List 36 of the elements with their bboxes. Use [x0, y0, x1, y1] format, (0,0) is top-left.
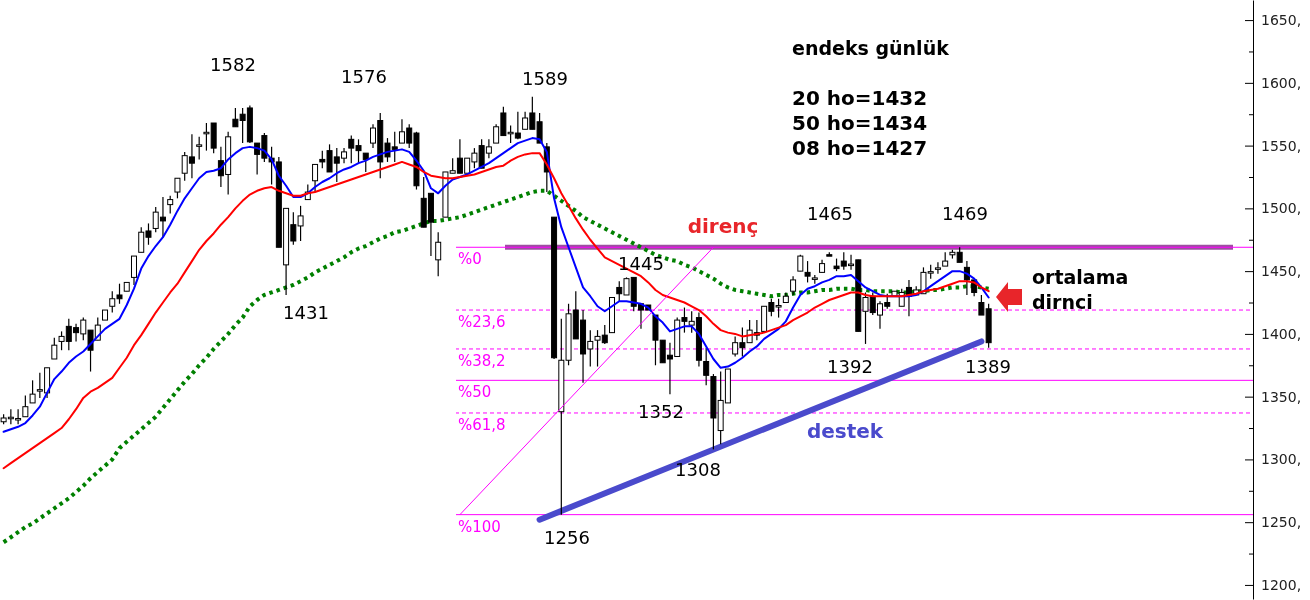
y-tick-label: 1500, — [1261, 200, 1302, 217]
y-tick-label: 1300, — [1261, 451, 1302, 468]
annotation: %0 — [458, 250, 482, 269]
annotation: %100 — [458, 517, 501, 536]
annotation: 1469 — [942, 203, 988, 224]
annotation: direnç — [687, 214, 759, 238]
annotation: 1465 — [807, 203, 853, 224]
annotation: 20 ho=1432 — [792, 86, 928, 110]
annotation: 1582 — [210, 54, 256, 75]
annotation: 1576 — [341, 66, 387, 87]
annotation: 1308 — [675, 459, 721, 480]
y-tick-label: 1450, — [1261, 263, 1302, 280]
y-tick-label: 1350, — [1261, 388, 1302, 405]
annotation: 1392 — [827, 356, 873, 377]
annotation: 1389 — [965, 356, 1011, 377]
annotation: %23,6 — [458, 313, 506, 332]
annotation: endeks günlük — [792, 37, 950, 59]
annotation: 50 ho=1434 — [792, 111, 928, 135]
y-tick-label: 1400, — [1261, 325, 1302, 342]
annotation: %38,2 — [458, 351, 506, 370]
annotation: 08 ho=1427 — [792, 136, 928, 160]
y-tick-label: 1250, — [1261, 514, 1302, 531]
y-tick-label: 1650, — [1261, 12, 1302, 29]
annotation: 1352 — [638, 401, 684, 422]
y-tick-label: 1550, — [1261, 137, 1302, 154]
annotation: %61,8 — [458, 415, 506, 434]
annotation: 1445 — [618, 253, 664, 274]
y-tick-label: 1200, — [1261, 576, 1302, 593]
annotation: ortalama — [1032, 266, 1129, 288]
annotation: 1431 — [283, 302, 329, 323]
annotation: dirnci — [1032, 291, 1093, 313]
y-tick-label: 1600, — [1261, 74, 1302, 91]
annotation: %50 — [458, 383, 492, 402]
annotation: 1589 — [522, 68, 568, 89]
annotation: destek — [806, 419, 884, 443]
annotation: 1256 — [544, 527, 590, 548]
